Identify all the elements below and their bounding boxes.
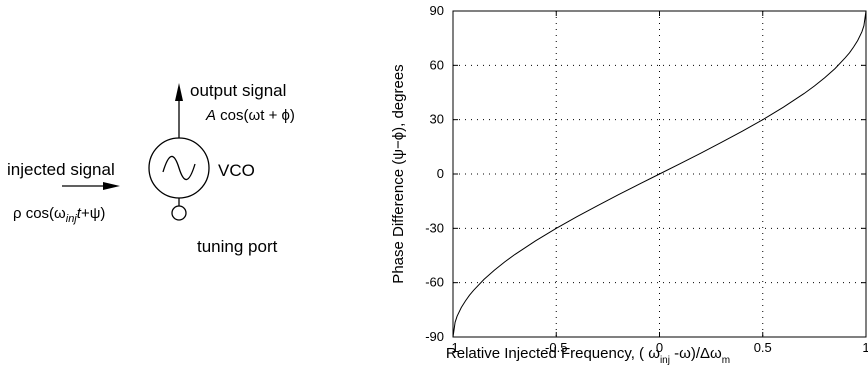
y-tick-label: 60 — [430, 57, 444, 72]
x-tick-label: -0.5 — [545, 340, 567, 355]
phase-chart: -1 -0.5 0 0.5 1 -90 -60 -30 0 30 60 90 Phase Differ… — [390, 3, 868, 366]
x-tick-label: 1 — [862, 340, 868, 355]
y-tick-label: -30 — [425, 220, 444, 235]
y-tick-label: -90 — [425, 329, 444, 344]
sine-wave-icon — [162, 155, 196, 181]
injected-signal-label: injected signal — [7, 160, 115, 179]
phase-difference-line — [452, 10, 867, 338]
vco-label: VCO — [218, 161, 255, 180]
output-signal-label: output signal — [190, 81, 286, 100]
chart-series — [452, 10, 867, 338]
x-tick-label: -1 — [447, 340, 459, 355]
x-axis-label: Relative Injected Frequency, ( ωinj -ω)/… — [446, 345, 730, 366]
x-tick-label: 0 — [656, 340, 663, 355]
y-tick-label: 90 — [430, 3, 444, 18]
tuning-port-circle — [171, 205, 187, 221]
output-arrow-head — [175, 83, 183, 101]
y-tick-label: -60 — [425, 275, 444, 290]
y-tick-label: 0 — [437, 166, 444, 181]
injected-signal-equation: ρ cos(ωinjt+ψ) — [13, 205, 105, 225]
vco-diagram: output signal A cos(ωt + ϕ) injected sig… — [7, 81, 295, 256]
chart-ticks: -1 -0.5 0 0.5 1 -90 -60 -30 0 30 60 90 — [425, 3, 868, 355]
y-tick-label: 30 — [430, 112, 444, 127]
x-tick-label: 0.5 — [754, 340, 772, 355]
output-signal-equation: A cos(ωt + ϕ) — [205, 107, 295, 124]
y-axis-label: Phase Difference (ψ−ϕ), degrees — [390, 64, 407, 283]
injected-arrow-head — [103, 182, 120, 190]
tuning-port-label: tuning port — [197, 237, 278, 256]
